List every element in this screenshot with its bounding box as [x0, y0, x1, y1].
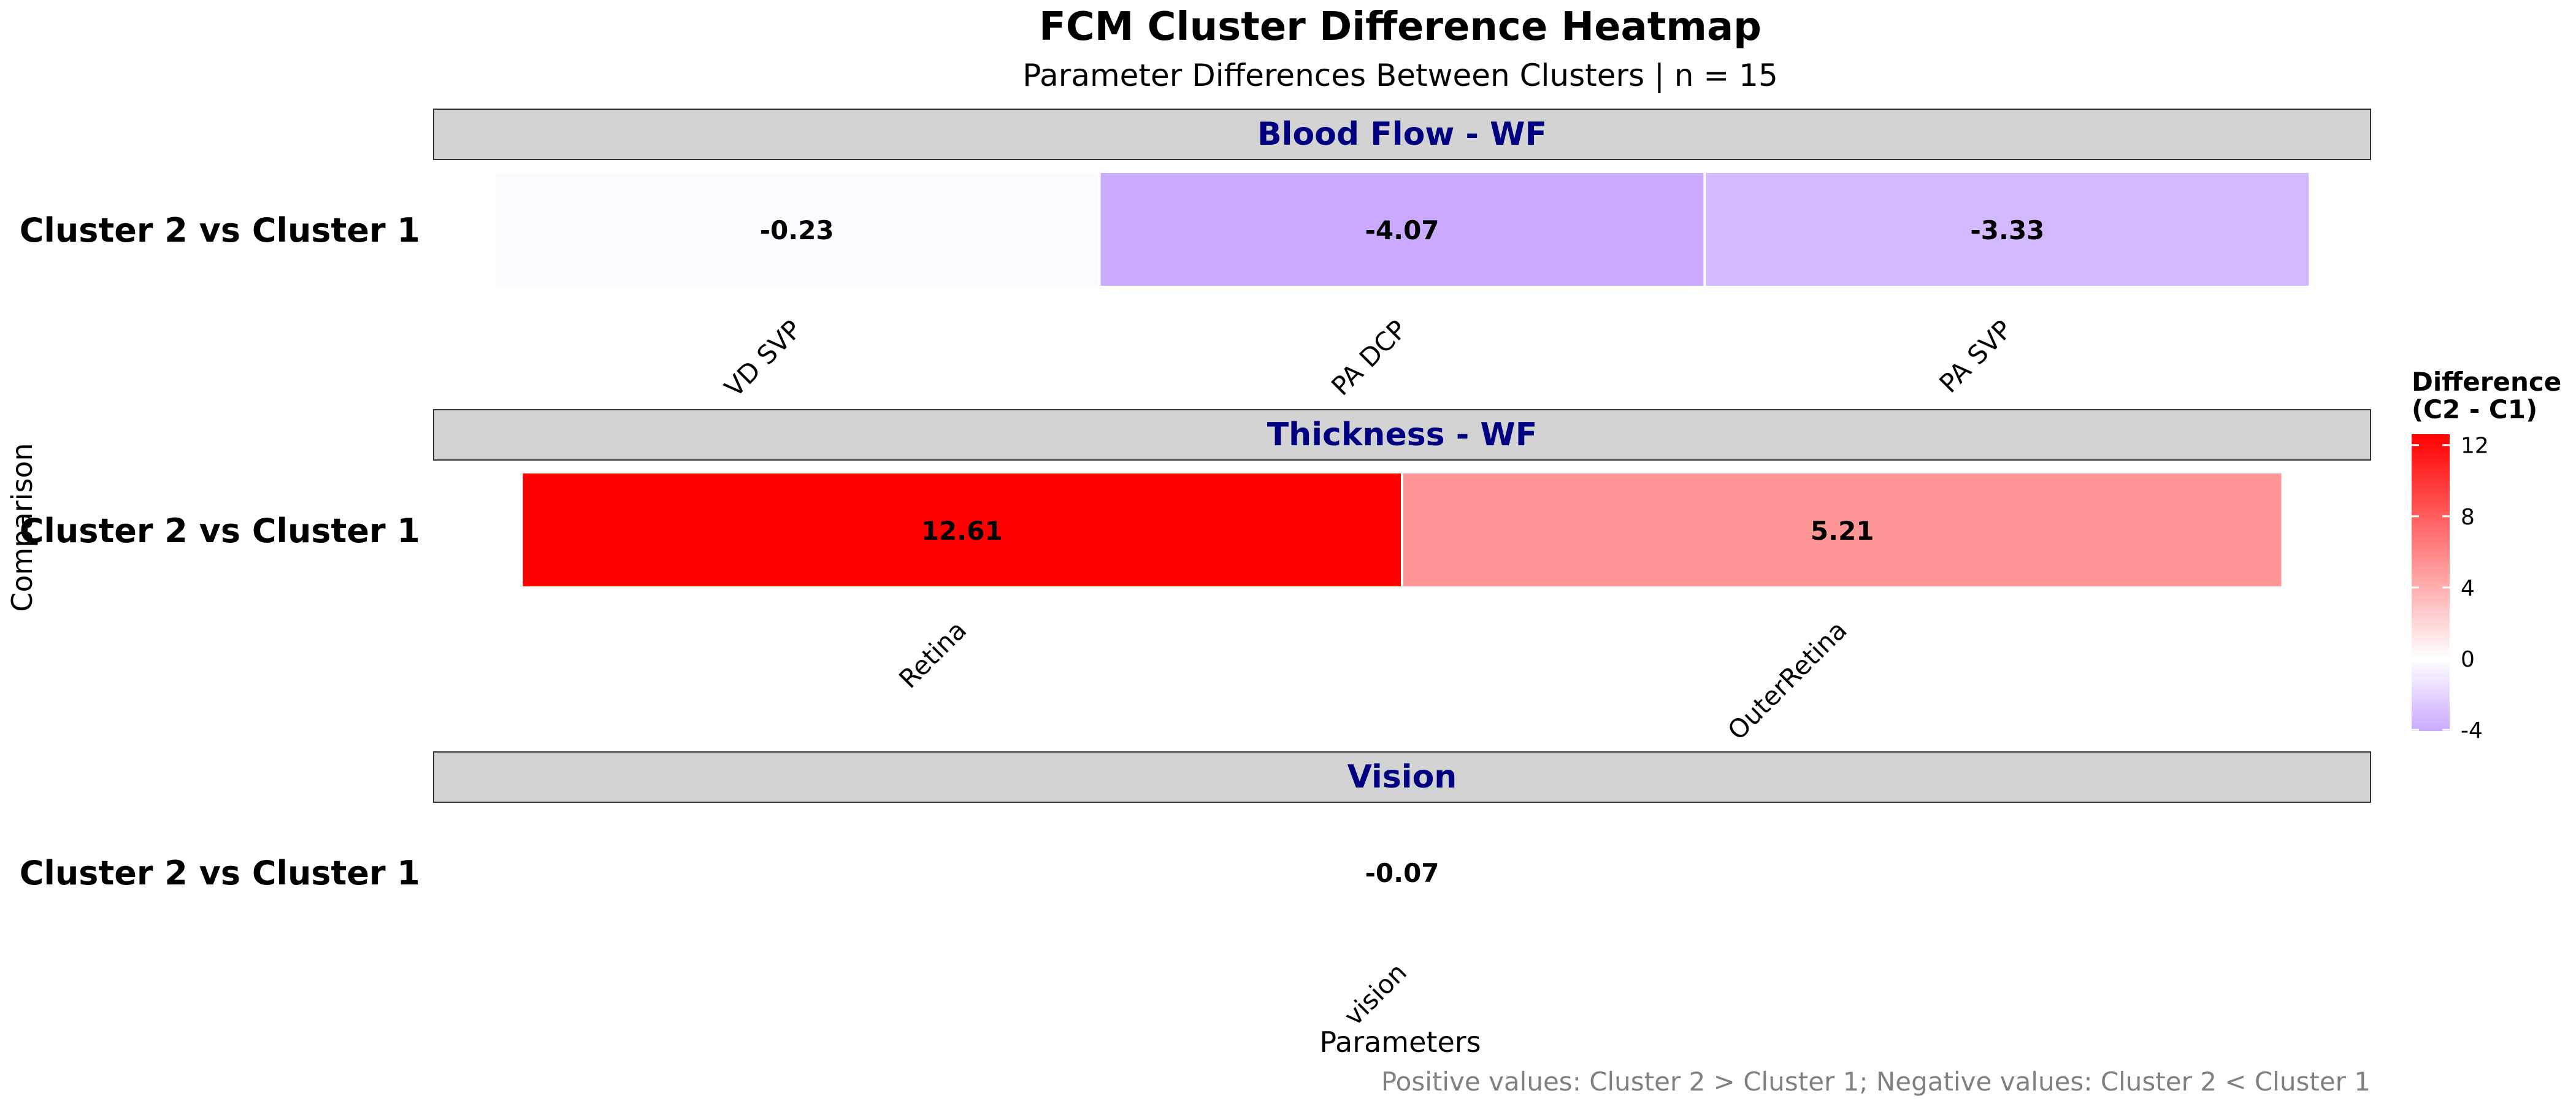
chart-title: FCM Cluster Difference Heatmap: [1039, 4, 1761, 50]
x-tick-label: OuterRetina: [1722, 615, 1852, 745]
facet-panel: Blood Flow - WF Cluster 2 vs Cluster 1 -0.…: [20, 109, 2371, 403]
facet-strip-label: Blood Flow - WF: [1257, 116, 1547, 153]
legend-title-line1: Difference: [2412, 367, 2561, 397]
facet-strip: [433, 409, 2371, 461]
cell-value-label: -0.23: [760, 215, 834, 245]
x-tick-label: VD SVP: [719, 314, 807, 402]
facet-panel: Vision Cluster 2 vs Cluster 1 -0.07 vision: [20, 751, 2371, 1032]
chart-subtitle: Parameter Differences Between Clusters |…: [1022, 58, 1778, 93]
legend-ticks: 12 8 4 0 -4: [2412, 434, 2489, 743]
facet-strip-label: Vision: [1347, 759, 1457, 795]
legend-tick-label: -4: [2461, 718, 2483, 743]
heatmap-cell: [1401, 471, 2284, 589]
facet-strip-label: Thickness - WF: [1267, 416, 1538, 453]
cell-value-label: 5.21: [1811, 516, 1874, 546]
x-axis-title: Parameters: [1319, 1025, 1481, 1059]
legend-tick-label: 8: [2461, 505, 2475, 530]
x-tick-label: PA DCP: [1325, 314, 1413, 401]
heatmap-cell: [1703, 171, 2312, 288]
heatmap-cell: [1098, 171, 1706, 288]
cell-value-label: -3.33: [1970, 215, 2044, 245]
legend-tick-label: 0: [2461, 647, 2475, 672]
x-tick-label: PA SVP: [1933, 314, 2017, 398]
y-tick-label: Cluster 2 vs Cluster 1: [20, 854, 420, 892]
y-tick-label: Cluster 2 vs Cluster 1: [20, 211, 420, 250]
legend-tick-label: 12: [2461, 434, 2489, 459]
y-tick-label: Cluster 2 vs Cluster 1: [20, 512, 420, 550]
legend-title-line2: (C2 - C1): [2412, 394, 2537, 424]
heatmap-cell: [520, 471, 1404, 589]
x-tick-label: Retina: [893, 615, 972, 694]
facet-strip: [433, 109, 2371, 160]
y-axis-title: Comparison: [6, 443, 39, 611]
x-tick-label: vision: [1338, 957, 1413, 1031]
legend-tick-label: 4: [2461, 576, 2475, 601]
heatmap-cell: [493, 171, 1101, 288]
cell-value-label: -0.07: [1365, 858, 1439, 888]
facet-panels: Blood Flow - WF Cluster 2 vs Cluster 1 -0.…: [20, 109, 2371, 1032]
chart-caption: Positive values: Cluster 2 > Cluster 1; …: [1381, 1067, 2371, 1097]
cell-value-label: 12.61: [921, 516, 1003, 546]
legend-colorbar: [2412, 434, 2450, 731]
heatmap-cell: [594, 813, 2210, 931]
facet-strip: [433, 751, 2371, 803]
facet-panel: Thickness - WF Cluster 2 vs Cluster 1 12.6…: [20, 409, 2371, 746]
color-legend: Difference (C2 - C1) 12 8 4 0 -4: [2412, 367, 2561, 743]
cell-value-label: -4.07: [1365, 215, 1439, 245]
